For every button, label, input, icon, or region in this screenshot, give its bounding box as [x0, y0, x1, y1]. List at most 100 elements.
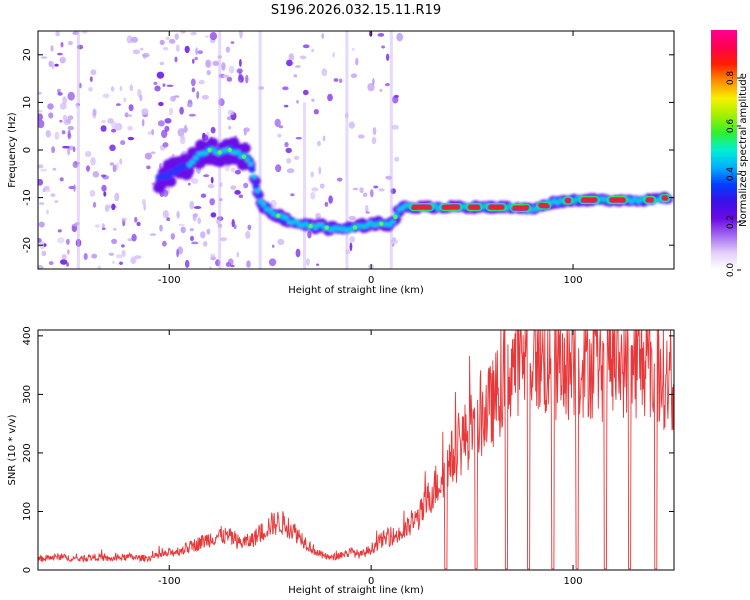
ridge-inner [254, 188, 260, 194]
ridge-inner [193, 155, 199, 161]
noise-blob [207, 184, 215, 189]
ridge-green-spot [393, 214, 398, 220]
noise-blob [67, 91, 75, 101]
noise-blob [121, 249, 126, 257]
x-tick-label: 100 [564, 576, 583, 587]
noise-blob [188, 113, 196, 117]
noise-blob [295, 248, 301, 258]
noise-blob [179, 106, 184, 115]
noise-blob [311, 98, 315, 102]
noise-blob [158, 101, 164, 107]
noise-blob [286, 157, 292, 164]
noise-blob [88, 87, 93, 92]
noise-streak [389, 31, 393, 269]
noise-blob [336, 177, 343, 182]
noise-blob [311, 48, 315, 53]
noise-blob [163, 46, 169, 51]
noise-blob [238, 71, 242, 80]
spectrogram-y-label: Frequency (Hz) [7, 112, 18, 188]
noise-blob [38, 178, 44, 186]
figure-title: S196.2026.032.15.11.R19 [271, 3, 441, 18]
noise-blob [270, 199, 277, 208]
noise-blob [190, 78, 196, 87]
noise-blob [198, 79, 205, 85]
noise-blob [114, 192, 120, 202]
noise-blob [128, 104, 134, 112]
noise-blob [370, 189, 374, 198]
noise-blob [288, 53, 295, 61]
noise-blob [227, 258, 234, 266]
noise-blob [90, 69, 97, 76]
noise-blob [327, 93, 333, 102]
noise-blob [230, 185, 237, 191]
ridge-green-spot [217, 150, 222, 155]
noise-blob [162, 189, 169, 197]
noise-blob [233, 224, 237, 229]
spectrogram-marks [38, 31, 673, 269]
noise-blob [245, 230, 251, 239]
noise-blob [296, 100, 299, 104]
noise-blob [38, 237, 42, 243]
y-tick-label: 0 [22, 147, 33, 153]
noise-blob [150, 151, 156, 155]
noise-blob [139, 47, 144, 51]
noise-blob [311, 187, 319, 192]
noise-blob [66, 262, 69, 267]
y-tick-label: 100 [22, 502, 33, 521]
noise-blob [57, 229, 62, 233]
noise-blob [206, 70, 211, 76]
noise-blob [302, 44, 310, 49]
noise-blob [379, 88, 383, 93]
ridge-hot-edge [536, 201, 552, 210]
noise-blob [67, 115, 74, 120]
ridge-inner [248, 161, 254, 167]
ridge-green-spot [352, 225, 358, 230]
ridge-hot-edge [562, 196, 574, 205]
noise-blob [359, 187, 364, 194]
noise-blob [111, 121, 117, 130]
noise-blob [142, 53, 150, 58]
noise-blob [61, 254, 67, 260]
noise-blob [57, 92, 63, 96]
colorbar-tick-label: 0.0 [726, 263, 736, 278]
noise-blob [159, 224, 163, 232]
colorbar-tick-label: 0.4 [726, 167, 736, 182]
noise-blob [209, 198, 215, 206]
noise-blob [381, 45, 385, 49]
noise-blob [112, 260, 115, 264]
ridge-hotspots [207, 147, 671, 230]
noise-blob [203, 240, 208, 247]
noise-blob [195, 47, 198, 56]
noise-blob [227, 116, 232, 121]
noise-blob [278, 125, 284, 129]
ridge-hot-segment [645, 197, 654, 203]
noise-blob [124, 112, 129, 118]
noise-blob [143, 204, 147, 211]
noise-blob [219, 237, 228, 242]
ridge-inner [267, 208, 273, 214]
noise-blob [238, 69, 242, 74]
noise-blob [139, 94, 143, 102]
ridge-inner [251, 174, 257, 179]
noise-blob [127, 136, 135, 141]
noise-blob [205, 59, 212, 68]
ridge-inner [190, 159, 196, 165]
noise-blob [315, 212, 321, 220]
noise-blob [203, 174, 210, 178]
noise-blob [67, 40, 73, 46]
noise-blob [192, 58, 195, 64]
noise-blob [159, 39, 165, 46]
noise-blob [109, 162, 114, 166]
noise-blob [84, 151, 92, 158]
noise-blob [170, 233, 175, 240]
y-tick-label: 200 [22, 443, 33, 462]
noise-blob [43, 243, 47, 247]
snr-marks [38, 330, 674, 570]
noise-blob [127, 238, 133, 242]
noise-blob [210, 253, 216, 258]
noise-blob [223, 74, 230, 78]
noise-blob [57, 52, 63, 56]
noise-blob [246, 260, 251, 268]
noise-blob [348, 215, 356, 221]
